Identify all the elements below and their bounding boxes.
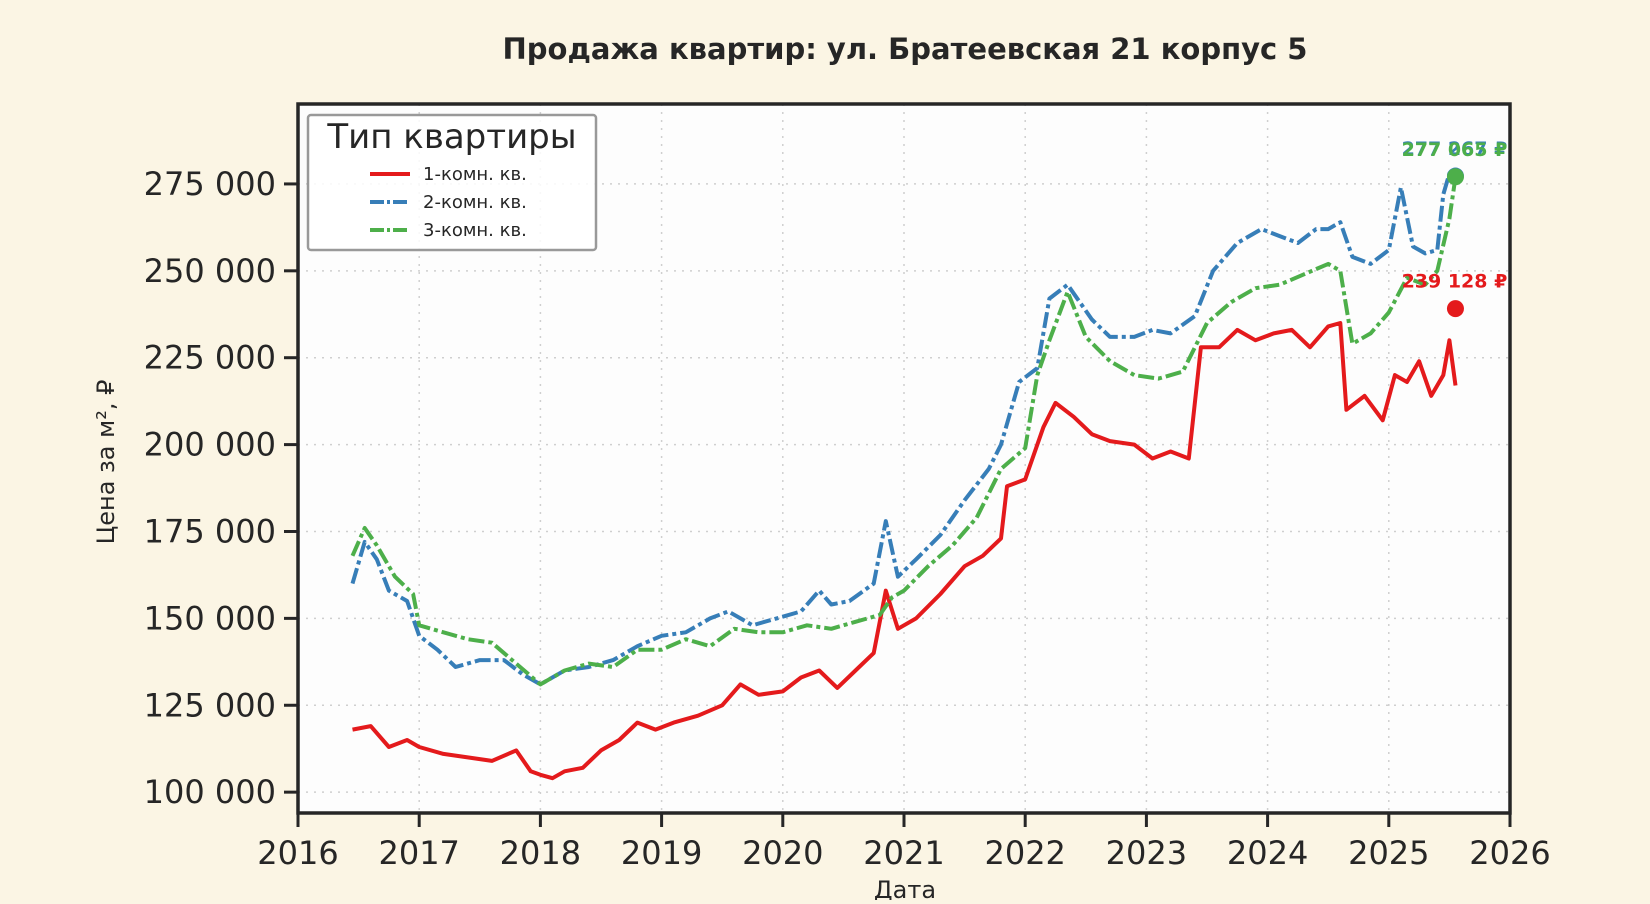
y-axis-label: Цена за м², ₽ — [92, 380, 120, 545]
chart-title: Продажа квартир: ул. Братеевская 21 корп… — [503, 32, 1308, 66]
series-line-3 — [350, 176, 1458, 687]
data-label: 277 267 ₽ — [1402, 138, 1508, 160]
y-tick-label: 200 000 — [144, 426, 276, 464]
x-tick-label: 2022 — [984, 834, 1065, 872]
end-marker — [1446, 168, 1464, 186]
legend-label-3: 3-комн. кв. — [423, 220, 527, 241]
x-tick-label: 2024 — [1227, 834, 1308, 872]
data-label: 277 065 ₽ — [1402, 139, 1508, 161]
y-tick-label: 125 000 — [144, 686, 276, 724]
data-label: 239 128 ₽ — [1402, 271, 1508, 293]
x-tick-label: 2026 — [1469, 834, 1550, 872]
legend-box — [306, 113, 598, 252]
legend-title: Тип квартиры — [326, 117, 576, 157]
x-tick-label: 2018 — [500, 834, 581, 872]
x-tick-label: 2021 — [863, 834, 944, 872]
legend-label-1: 1-комн. кв. — [423, 164, 527, 185]
y-tick-label: 100 000 — [144, 773, 276, 811]
x-tick-label: 2020 — [742, 834, 823, 872]
y-tick-label: 275 000 — [144, 165, 276, 203]
series-line-1 — [352, 321, 1458, 781]
x-tick-label: 2025 — [1348, 834, 1429, 872]
x-axis-label: Дата — [874, 876, 936, 900]
x-tick-label: 2017 — [378, 834, 459, 872]
y-tick-label: 150 000 — [144, 599, 276, 637]
y-tick-label: 250 000 — [144, 252, 276, 290]
series-line-2 — [350, 171, 1457, 687]
y-tick-label: 175 000 — [144, 512, 276, 550]
end-marker — [1446, 300, 1464, 318]
x-tick-label: 2016 — [257, 834, 338, 872]
x-tick-label: 2019 — [621, 834, 702, 872]
x-tick-label: 2023 — [1106, 834, 1187, 872]
y-tick-label: 225 000 — [144, 339, 276, 377]
legend-label-2: 2-комн. кв. — [423, 192, 527, 213]
legend: Тип квартиры 1-комн. кв. 2-комн. кв. 3-комн… — [306, 113, 598, 252]
